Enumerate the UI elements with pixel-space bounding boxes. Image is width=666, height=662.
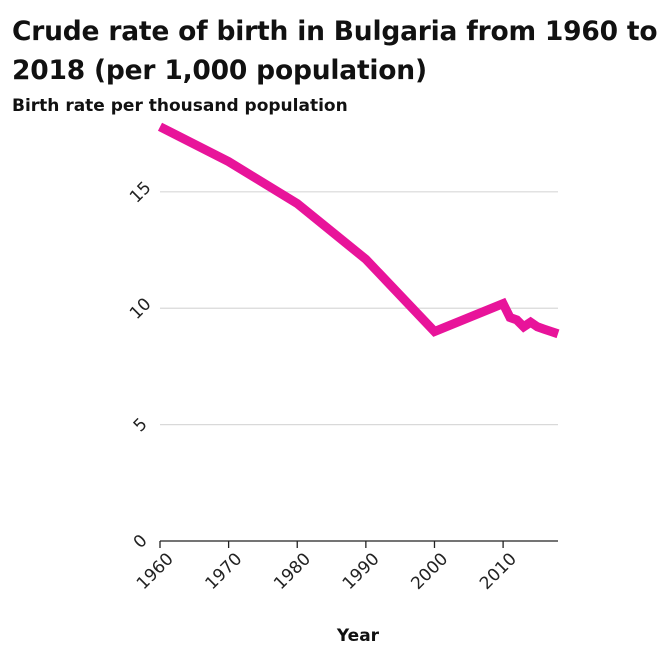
series-line [157,122,560,339]
y-tick-label: 5 [130,414,152,436]
chart-title: Crude rate of birth in Bulgaria from 196… [12,16,658,86]
x-axis-ticks: 1960 1970 1980 1990 2000 2010 [133,541,521,594]
x-tick-label: 1990 [339,549,384,594]
series-group [157,122,560,339]
y-tick-label: 0 [130,531,152,553]
x-tick-label: 1970 [202,549,247,594]
y-tick-label: 10 [126,294,155,323]
x-tick-label: 1980 [270,549,315,594]
x-axis-label: Year [336,626,380,646]
y-axis-ticks: 0 5 10 15 [126,178,155,553]
x-tick-label: 2010 [476,549,521,594]
y-axis-label: Birth rate per thousand population [12,96,348,116]
x-tick-label: 1960 [133,549,178,594]
x-tick-label: 2000 [407,549,452,594]
y-tick-label: 15 [126,178,155,207]
